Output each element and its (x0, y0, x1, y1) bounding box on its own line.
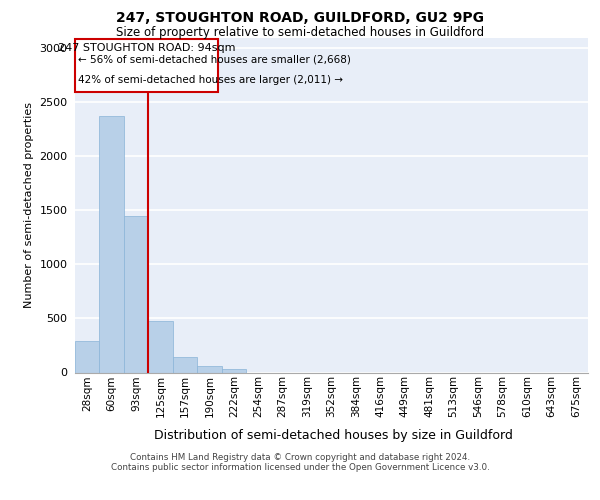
Bar (124, 216, 148, 372)
Y-axis label: Number of semi-detached properties: Number of semi-detached properties (23, 102, 34, 308)
Bar (197, 366, 221, 372)
Text: Size of property relative to semi-detached houses in Guildford: Size of property relative to semi-detach… (116, 26, 484, 39)
Bar (100, 116, 124, 372)
Bar (221, 368, 246, 372)
Bar (173, 357, 197, 372)
Bar (148, 320, 173, 372)
Bar (75, 341, 100, 372)
Text: 42% of semi-detached houses are larger (2,011) →: 42% of semi-detached houses are larger (… (79, 75, 343, 85)
Text: ← 56% of semi-detached houses are smaller (2,668): ← 56% of semi-detached houses are smalle… (79, 55, 351, 65)
FancyBboxPatch shape (76, 38, 218, 92)
Text: Distribution of semi-detached houses by size in Guildford: Distribution of semi-detached houses by … (154, 430, 512, 442)
Text: Contains HM Land Registry data © Crown copyright and database right 2024.
Contai: Contains HM Land Registry data © Crown c… (110, 453, 490, 472)
Text: 247, STOUGHTON ROAD, GUILDFORD, GU2 9PG: 247, STOUGHTON ROAD, GUILDFORD, GU2 9PG (116, 11, 484, 25)
Text: 247 STOUGHTON ROAD: 94sqm: 247 STOUGHTON ROAD: 94sqm (58, 44, 235, 54)
